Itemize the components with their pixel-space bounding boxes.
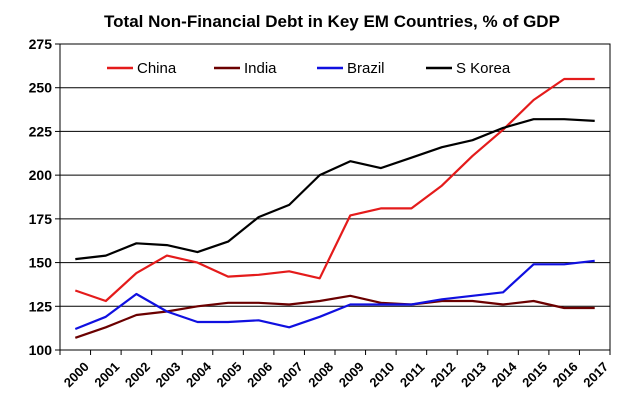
- x-tick-label: 2013: [458, 359, 489, 390]
- x-tick-label: 2006: [244, 359, 275, 390]
- x-tick-label: 2012: [427, 359, 458, 390]
- x-axis: 2000 2001 2002 2003 2004 2005 2006 2007 2008 2009…: [59, 350, 611, 391]
- series-lines: [74, 77, 595, 339]
- x-tick-label: 2005: [214, 359, 245, 390]
- y-tick-label: 100: [29, 342, 53, 358]
- x-tick-label: 2000: [61, 359, 92, 390]
- y-tick-label: 250: [29, 80, 53, 96]
- x-tick-label: 2014: [489, 359, 521, 391]
- y-tick-label: 125: [29, 298, 53, 314]
- y-tick-label: 175: [29, 211, 53, 227]
- chart-title: Total Non-Financial Debt in Key EM Count…: [104, 12, 560, 31]
- x-tick-label: 2007: [275, 359, 306, 390]
- legend: China India Brazil S Korea: [107, 60, 511, 77]
- series-line-s-korea: [75, 118, 595, 261]
- plot-area: [59, 43, 611, 351]
- x-tick-label: 2004: [183, 359, 215, 391]
- y-axis: 100 125 150 175 200 225 250 275: [29, 36, 60, 358]
- x-tick-label: 2011: [397, 360, 428, 391]
- x-tick-label: 2017: [580, 359, 611, 390]
- x-tick-label: 2002: [122, 359, 153, 390]
- y-tick-label: 150: [29, 255, 53, 271]
- x-tick-label: 2010: [366, 359, 397, 390]
- y-tick-label: 275: [29, 36, 53, 52]
- series-line-brazil: [74, 259, 595, 331]
- x-tick-label: 2003: [152, 359, 183, 390]
- y-tick-label: 225: [29, 123, 53, 139]
- series-line-india: [74, 294, 595, 339]
- x-tick-label: 2001: [91, 359, 122, 390]
- legend-label: S Korea: [456, 60, 511, 77]
- x-tick-label: 2015: [519, 359, 550, 390]
- gridlines: [60, 43, 610, 351]
- series-line-china: [74, 77, 595, 303]
- x-tick-label: 2009: [336, 359, 367, 390]
- y-tick-label: 200: [29, 167, 53, 183]
- x-tick-label: 2016: [550, 359, 581, 390]
- legend-label: India: [244, 60, 277, 77]
- x-tick-label: 2008: [305, 359, 336, 390]
- legend-label: China: [137, 60, 177, 77]
- legend-label: Brazil: [347, 60, 385, 77]
